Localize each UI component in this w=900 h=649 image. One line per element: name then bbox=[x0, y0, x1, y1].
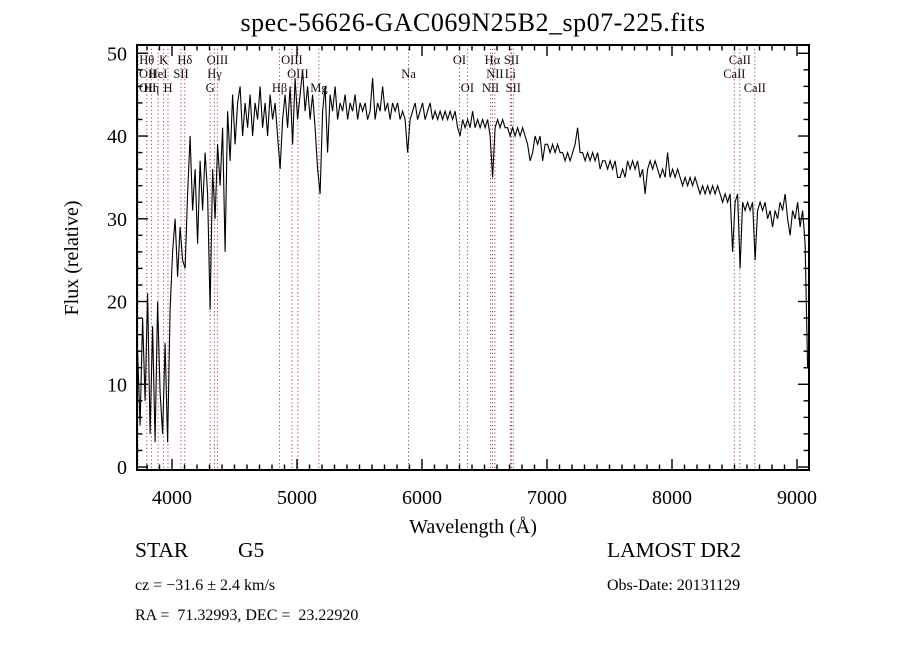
spectral-line-label: Hδ bbox=[177, 53, 192, 67]
x-tick-label: 9000 bbox=[777, 487, 817, 509]
spectral-line-label: SII bbox=[506, 81, 521, 95]
y-tick-label: 10 bbox=[107, 374, 127, 396]
object-type-label: STAR bbox=[135, 538, 189, 562]
spectral-line-label: OI bbox=[461, 81, 474, 95]
spectral-line-label: OI bbox=[453, 53, 466, 67]
plot-title: spec-56626-GAC069N25B2_sp07-225.fits bbox=[240, 8, 705, 37]
plot-frame bbox=[136, 44, 810, 471]
y-axis-label: Flux (relative) bbox=[61, 201, 83, 316]
axis-ticks bbox=[137, 45, 809, 470]
spectral-line-label: Mg bbox=[310, 81, 328, 95]
spectral-line-label: Hβ bbox=[272, 81, 287, 95]
y-tick-label: 0 bbox=[117, 457, 127, 479]
y-tick-label: 50 bbox=[107, 43, 127, 65]
spectral-line-label: K bbox=[159, 53, 168, 67]
spectral-line-label: CaII bbox=[744, 81, 766, 95]
y-tick-label: 40 bbox=[107, 126, 127, 148]
spectrum-trace-group bbox=[137, 69, 809, 443]
spectral-line-label: OII bbox=[139, 67, 156, 81]
spectral-line-label: Hγ bbox=[207, 67, 222, 81]
radec-annotation: RA = 71.32993, DEC = 23.22920 bbox=[135, 607, 358, 624]
spectrum-trace bbox=[137, 69, 809, 443]
spectral-line-label: Li bbox=[505, 67, 517, 81]
spectral-line-label: OIII bbox=[287, 67, 309, 81]
spectral-line-label: CaII bbox=[723, 67, 745, 81]
spectral-line-label: Hα bbox=[485, 53, 501, 67]
x-tick-label: 6000 bbox=[402, 487, 442, 509]
x-tick-label: 8000 bbox=[652, 487, 692, 509]
x-tick-label: 7000 bbox=[527, 487, 567, 509]
spectral-line-label: Hη bbox=[144, 81, 160, 95]
x-tick-label: 4000 bbox=[152, 487, 192, 509]
spectral-line-label: SII bbox=[173, 67, 188, 81]
obs-date-label: Obs-Date: 20131129 bbox=[607, 577, 740, 594]
spectral-line-label: HeI bbox=[149, 67, 168, 81]
y-tick-label: 30 bbox=[107, 209, 127, 231]
axis-tick-labels: 4000 5000 6000 7000 8000 9000 0 10 20 30 40 50 bbox=[107, 43, 817, 509]
spectral-line-label: OIII bbox=[207, 53, 229, 67]
spectral-line-label: SII bbox=[504, 53, 519, 67]
spectral-line-label: H bbox=[163, 81, 172, 95]
spectral-line-label: OIII bbox=[281, 53, 303, 67]
spectral-line-label: Hθ bbox=[139, 53, 154, 67]
spectral-line-label: NII bbox=[482, 81, 499, 95]
spectral-line-label: OII bbox=[139, 81, 156, 95]
object-subclass-label: G5 bbox=[238, 538, 264, 562]
cz-annotation: cz = −31.6 ± 2.4 km/s bbox=[135, 577, 275, 594]
y-tick-label: 20 bbox=[107, 292, 127, 314]
spectral-line-label: G bbox=[206, 81, 215, 95]
spectral-line-label: Na bbox=[401, 67, 416, 81]
x-axis-label: Wavelength (Å) bbox=[409, 516, 537, 538]
spectral-line-label: CaII bbox=[729, 53, 751, 67]
spectral-line-label: NII bbox=[486, 67, 503, 81]
survey-label: LAMOST DR2 bbox=[607, 538, 741, 562]
spectral-line-markers bbox=[137, 45, 756, 470]
x-tick-label: 5000 bbox=[277, 487, 317, 509]
